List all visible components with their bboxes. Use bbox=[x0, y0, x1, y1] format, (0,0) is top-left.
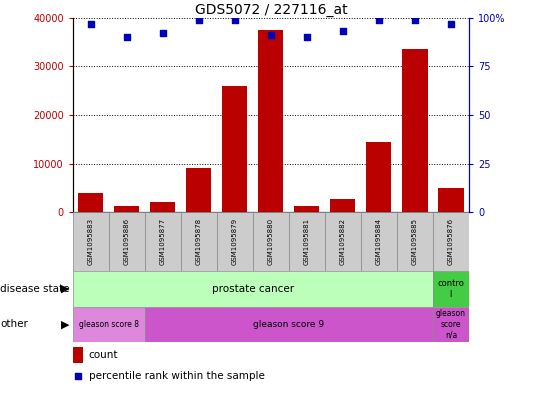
Bar bbox=[73, 307, 145, 342]
Bar bbox=[145, 212, 181, 271]
Bar bbox=[114, 206, 140, 212]
Point bbox=[231, 17, 239, 23]
Bar bbox=[73, 347, 82, 363]
Text: gleason score 8: gleason score 8 bbox=[79, 320, 139, 329]
Point bbox=[411, 17, 419, 23]
Text: GSM1095880: GSM1095880 bbox=[268, 218, 274, 265]
Bar bbox=[222, 86, 247, 212]
Text: count: count bbox=[88, 350, 118, 360]
Bar bbox=[181, 212, 217, 271]
Text: ▶: ▶ bbox=[61, 284, 70, 294]
Bar bbox=[258, 30, 284, 212]
Text: GSM1095883: GSM1095883 bbox=[88, 218, 94, 265]
Point bbox=[74, 373, 82, 379]
Point bbox=[195, 17, 203, 23]
Text: GSM1095881: GSM1095881 bbox=[304, 218, 310, 265]
Bar bbox=[73, 212, 109, 271]
Bar bbox=[397, 212, 433, 271]
Point bbox=[375, 17, 383, 23]
Bar bbox=[330, 199, 356, 212]
Text: GSM1095885: GSM1095885 bbox=[412, 218, 418, 265]
Bar bbox=[361, 212, 397, 271]
Text: GSM1095884: GSM1095884 bbox=[376, 218, 382, 265]
Text: gleason score 9: gleason score 9 bbox=[253, 320, 324, 329]
Point bbox=[122, 34, 131, 40]
Text: GSM1095879: GSM1095879 bbox=[232, 218, 238, 265]
Text: GSM1095886: GSM1095886 bbox=[124, 218, 130, 265]
Text: prostate cancer: prostate cancer bbox=[212, 284, 294, 294]
Bar bbox=[294, 206, 320, 212]
Bar bbox=[145, 307, 433, 342]
Bar bbox=[186, 169, 211, 212]
Text: GSM1095877: GSM1095877 bbox=[160, 218, 166, 265]
Text: GSM1095876: GSM1095876 bbox=[448, 218, 454, 265]
Bar bbox=[402, 49, 427, 212]
Bar bbox=[433, 307, 469, 342]
Point bbox=[338, 28, 347, 35]
Point bbox=[158, 30, 167, 37]
Bar bbox=[78, 193, 103, 212]
Point bbox=[302, 34, 311, 40]
Text: gleason
score
n/a: gleason score n/a bbox=[436, 309, 466, 339]
Bar bbox=[253, 212, 289, 271]
Text: ▶: ▶ bbox=[61, 319, 70, 329]
Bar bbox=[217, 212, 253, 271]
Text: GSM1095882: GSM1095882 bbox=[340, 218, 346, 265]
Bar bbox=[433, 212, 469, 271]
Text: percentile rank within the sample: percentile rank within the sample bbox=[88, 371, 265, 381]
Title: GDS5072 / 227116_at: GDS5072 / 227116_at bbox=[195, 3, 347, 17]
Bar bbox=[150, 202, 175, 212]
Bar bbox=[109, 212, 145, 271]
Bar bbox=[438, 188, 464, 212]
Point bbox=[447, 20, 455, 27]
Point bbox=[267, 32, 275, 39]
Text: other: other bbox=[0, 319, 28, 329]
Point bbox=[86, 20, 95, 27]
Text: disease state: disease state bbox=[0, 284, 70, 294]
Bar bbox=[433, 271, 469, 307]
Bar bbox=[325, 212, 361, 271]
Text: GSM1095878: GSM1095878 bbox=[196, 218, 202, 265]
Bar bbox=[289, 212, 325, 271]
Text: contro
l: contro l bbox=[438, 279, 465, 299]
Bar bbox=[367, 142, 391, 212]
